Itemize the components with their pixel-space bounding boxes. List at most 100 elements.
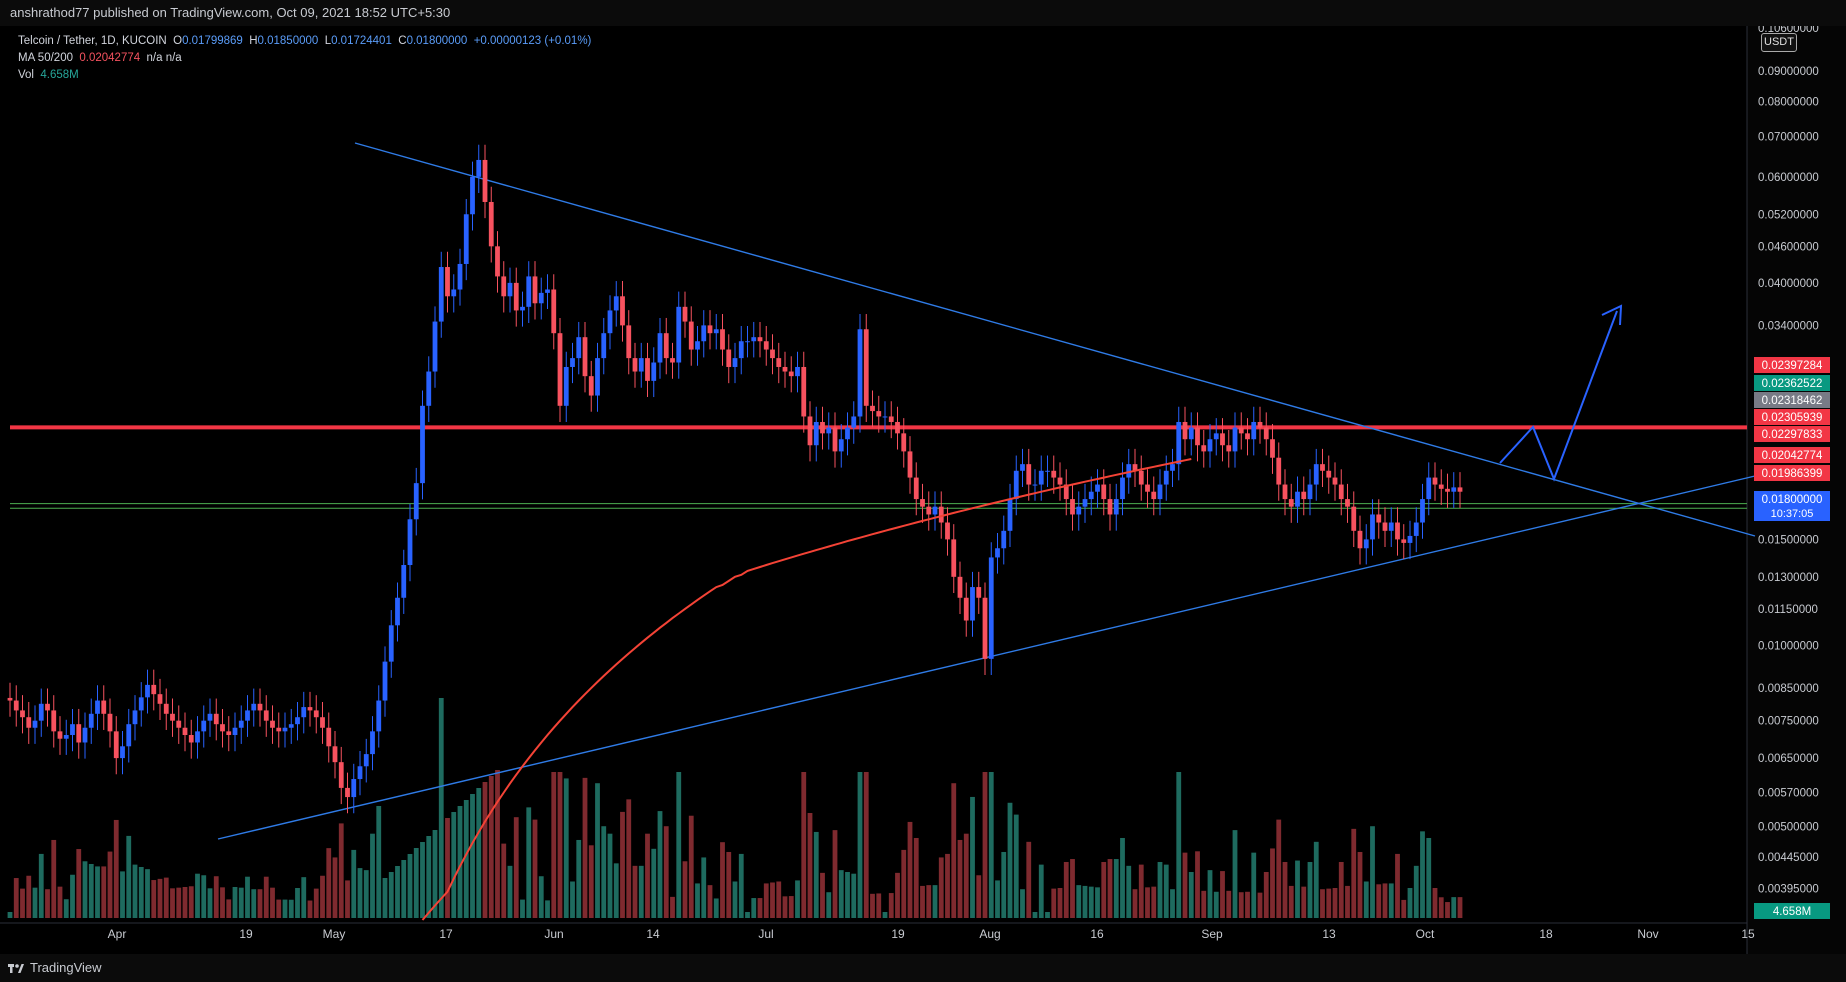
- candle-body: [76, 724, 82, 743]
- vol-row[interactable]: Vol 4.658M: [18, 67, 591, 84]
- candle-body: [13, 700, 19, 711]
- price-badge-countdown: 10:37:05: [1771, 508, 1814, 520]
- symbol-label[interactable]: Telcoin / Tether, 1D, KUCOIN: [18, 35, 167, 47]
- volume-bar: [463, 800, 469, 918]
- candle-body: [320, 717, 325, 728]
- volume-bar: [95, 866, 100, 918]
- volume-bar: [413, 848, 419, 918]
- y-tick-label: 0.10600000: [1758, 23, 1819, 35]
- volume-bar: [1382, 883, 1388, 918]
- close-value: 0.01800000: [406, 35, 468, 47]
- candle-body: [445, 267, 450, 297]
- candle-body: [138, 697, 144, 711]
- volume-bar: [1113, 859, 1119, 918]
- volume-bar: [370, 833, 375, 918]
- candle-body: [1070, 499, 1075, 515]
- candle-body: [207, 713, 213, 721]
- candle-body: [463, 214, 469, 264]
- volume-bar: [238, 887, 244, 918]
- candle-body: [1145, 484, 1150, 492]
- candle-body: [1420, 499, 1425, 523]
- volume-bar: [426, 836, 432, 918]
- ma-row[interactable]: MA 50/200 0.02042774 n/a n/a: [18, 50, 591, 67]
- volume-bar: [1263, 871, 1269, 918]
- candle-body: [807, 416, 813, 446]
- volume-bar: [1426, 837, 1432, 918]
- candle-body: [1382, 522, 1388, 531]
- volume-bar: [788, 896, 794, 918]
- ma-label[interactable]: MA 50/200: [18, 52, 73, 64]
- candle-body: [470, 176, 475, 215]
- candle-body: [1213, 433, 1219, 440]
- candle-body: [726, 349, 732, 367]
- price-badge: [1754, 447, 1830, 463]
- candle-body: [813, 421, 819, 446]
- candle-body: [1138, 470, 1144, 485]
- volume-bar: [501, 843, 507, 918]
- volume-bar: [770, 882, 775, 918]
- x-tick-label: Nov: [1637, 927, 1658, 941]
- candle-body: [363, 754, 369, 767]
- volume-bar: [307, 900, 313, 918]
- volume-bar: [1320, 889, 1325, 918]
- volume-bar: [682, 861, 688, 918]
- candle-body: [557, 333, 563, 406]
- volume-bar: [576, 839, 582, 918]
- candle-body: [676, 306, 682, 363]
- candle-body: [382, 661, 388, 701]
- currency-unit-badge[interactable]: USDT: [1761, 33, 1797, 52]
- volume-bar: [320, 875, 325, 918]
- candle-body: [332, 746, 338, 763]
- volume-bar: [438, 698, 444, 918]
- candle-body: [82, 727, 88, 743]
- volume-bar: [663, 826, 669, 918]
- candle-body: [1232, 427, 1238, 452]
- candle-body: [770, 349, 775, 359]
- volume-bar: [288, 899, 294, 918]
- volume-bar: [1007, 802, 1013, 918]
- candle-body: [395, 597, 400, 626]
- y-tick-label: 0.00570000: [1758, 787, 1819, 799]
- volume-bar: [1001, 851, 1007, 918]
- volume-bar: [488, 776, 494, 918]
- volume-bar: [451, 812, 457, 918]
- candle-body: [888, 416, 894, 422]
- volume-bar: [1107, 859, 1113, 918]
- candle-body: [1338, 484, 1344, 500]
- volume-bar: [57, 886, 63, 918]
- candle-body: [1157, 484, 1163, 500]
- price-badge-label: 0.01986399: [1762, 468, 1823, 480]
- candle-body: [707, 325, 713, 334]
- volume-bar: [7, 912, 13, 918]
- volume-bar: [1082, 885, 1088, 918]
- high-label: H: [249, 35, 258, 47]
- candle-body: [1182, 421, 1188, 440]
- volume-bar: [1163, 864, 1169, 918]
- candle-body: [1326, 470, 1332, 478]
- candle-body: [938, 506, 944, 523]
- volume-bar: [1245, 891, 1250, 918]
- volume-bar: [895, 872, 900, 918]
- candle-body: [913, 477, 919, 500]
- volume-bar: [445, 818, 450, 918]
- volume-bar: [732, 881, 738, 918]
- candle-body: [570, 358, 575, 367]
- candle-body: [1207, 439, 1213, 452]
- candle-body: [1051, 470, 1057, 478]
- candle-body: [732, 358, 738, 367]
- volume-bar: [1395, 853, 1400, 918]
- volume-bar: [932, 885, 938, 918]
- ohlc-row[interactable]: Telcoin / Tether, 1D, KUCOIN O0.01799869…: [18, 33, 591, 50]
- candle-body: [745, 341, 750, 343]
- x-tick-label: 13: [1322, 927, 1336, 941]
- candle-body: [638, 358, 644, 372]
- candle-body: [782, 366, 788, 372]
- volume-bar: [626, 799, 632, 918]
- candle-body: [688, 321, 694, 350]
- vol-label[interactable]: Vol: [18, 69, 34, 81]
- price-badge-label: 0.02318462: [1762, 395, 1823, 407]
- volume-bar: [1101, 861, 1107, 918]
- candle-body: [1176, 421, 1182, 465]
- candle-body: [95, 700, 100, 714]
